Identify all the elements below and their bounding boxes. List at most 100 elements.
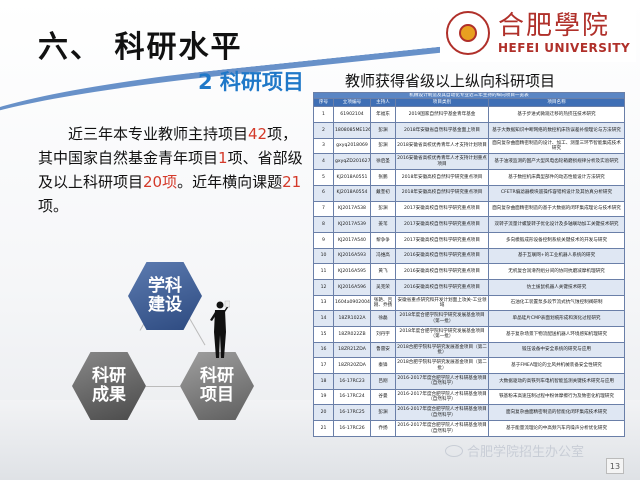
table-cell: 18ZR022ZB — [333, 326, 371, 343]
table-cell: 2016安徽高校自然科学研究重点项目 — [395, 278, 489, 296]
table-cell: 9 — [313, 231, 334, 249]
table-row: 10 KJ2016A593 冯维高 2016安徽高校自然科学研究重点项目 基于互联网+的… — [313, 247, 626, 265]
table-cell: 2017安徽高校自然科学研究重点项目 — [395, 231, 489, 249]
table-cell: 14 — [313, 310, 334, 328]
table-cell: 4 — [313, 153, 334, 171]
seal-icon — [446, 11, 490, 55]
table-cell: 16-17RC23 — [333, 373, 371, 390]
table-cell: KJ2018A0554 — [333, 184, 371, 202]
table-cell: 基于互联网+的工业机器人系统的研究 — [487, 247, 626, 265]
table-cell: KJ2017A539 — [333, 216, 371, 233]
table-cell: 11 — [313, 263, 334, 280]
table-row: 14 18ZR1022A 徐磊 2018年度合肥学院科学研究发展基金项目（第一批） 单晶… — [313, 310, 626, 328]
table-row: 5 KJ2018A0551 张鹏 2018年安徽高校自然科学研究重点项目 基于数控机床典… — [313, 169, 626, 186]
table-cell: gxyqZD2016276 — [333, 153, 371, 171]
table-cell: 2017安徽高校自然科学研究重点项目 — [395, 216, 489, 233]
column-header: 序号 — [313, 98, 334, 108]
table-cell: 18ZR21ZDA — [333, 341, 371, 359]
table-cell: 10 — [313, 247, 334, 265]
table-row: 2 1808085ME126 彭渊 2018年安徽省自然科学基金面上项目 基于大数据知识… — [313, 122, 626, 139]
table-caption: 机械设计制造及其自动化专业近三年主持的纵向项目一览表 — [312, 91, 626, 100]
table-cell: 年福东 — [370, 106, 396, 124]
table-row: 11 KJ2016A595 黄飞 2016安徽高校自然科学研究重点项目 无机复合润滑剂组… — [313, 263, 626, 280]
table-cell: 黎争争 — [370, 231, 396, 249]
table-cell: 2016-2017年度合肥学院人才科研基金项目（自然科学） — [395, 373, 489, 390]
table-cell: 彭渊 — [370, 137, 396, 155]
table-cell: KJ2018A0551 — [333, 169, 371, 186]
table-cell: KJ2016A596 — [333, 278, 371, 296]
table-cell: 2016安徽省高校优秀青年人才支持计划重点项目 — [395, 153, 489, 171]
table-cell: 5 — [313, 169, 334, 186]
table-cell: 彭渊 — [370, 122, 396, 139]
table-cell: 2016-2017年度合肥学院人才科研基金项目（自然科学） — [395, 388, 489, 406]
table-cell: 2018年安徽高校自然科学研究重点项目 — [395, 184, 489, 202]
table-row: 16 18ZR21ZDA 鲁雷安 2018合肥学院科学研究发展基金项目（第二批） 锻压设… — [313, 341, 626, 359]
table-cell: 1604a0902004 — [333, 294, 371, 312]
table-cell: 18ZR20ZDA — [333, 357, 371, 375]
table-row: 15 18ZR022ZB 刘丹宇 2018年度合肥学院科学研究发展基金项目（第一批）基… — [313, 326, 626, 343]
table-cell: 2018合肥学院科学研究发展基金项目（第二批） — [395, 357, 489, 375]
table-row: 12 KJ2016A596 吴克荣 2016安徽高校自然科学研究重点项目 仿土拔鼠机器人… — [313, 278, 626, 296]
table-row: 4 gxyqZD2016276 徐启圣 2016安徽省高校优秀青年人才支持计划重点项目… — [313, 153, 626, 171]
hex-achievements: 科研成果 — [72, 352, 146, 420]
table-cell: 基于数控机床典型部件的动态性能设计方法研究 — [487, 169, 626, 186]
table-cell: 刘丹宇 — [370, 326, 396, 343]
table-cell: 6 — [313, 184, 334, 202]
table-cell: 2018年度合肥学院科学研究发展基金项目（第一批） — [395, 310, 489, 328]
hex-projects: 科研项目 — [180, 352, 254, 420]
table-cell: 徐启圣 — [370, 153, 396, 171]
hex-discipline: 学科建设 — [128, 262, 202, 330]
table-cell: 8 — [313, 216, 334, 233]
logo-en: HEFEI UNIVERSITY — [498, 41, 631, 55]
table-cell: 黄飞 — [370, 263, 396, 280]
section-subtitle: 2 科研项目 — [198, 70, 304, 94]
table-row: 3 gxyq2018069 彭渊 2018安徽省高校优秀青年人才支持计划项目 面向复杂曲… — [313, 137, 626, 155]
table-cell: 乔扬 — [370, 420, 396, 437]
table-cell: 大数据驱动的高铁列车电机智能监测关键技术研究与应用 — [487, 373, 626, 390]
wechat-icon — [445, 444, 463, 457]
table-cell: 17 — [313, 357, 334, 375]
table-cell: 仿土拔鼠机器人关键技术研究 — [487, 278, 626, 296]
table-cell: 徐磊 — [370, 310, 396, 328]
table-cell: 单晶硅片CMP表面划痕形成和演化过程研究 — [487, 310, 626, 328]
intro-paragraph: 近三年本专业教师主持项目42项，其中国家自然基金青年项目1项、省部级及以上科研项… — [38, 125, 303, 215]
watermark: 合肥学院招生办公室 — [445, 441, 584, 460]
table-cell: 16-17RC26 — [333, 420, 371, 437]
table-cell: 16 — [313, 341, 334, 359]
table-cell: 2017安徽高校自然科学研究重点项目 — [395, 200, 489, 218]
table-cell: 2016-2017年度合肥学院人才科研基金项目（自然科学） — [395, 404, 489, 422]
page-number: 13 — [606, 458, 624, 474]
table-cell: 18ZR1022A — [333, 310, 371, 328]
university-logo: 合肥學院 HEFEI UNIVERSITY — [440, 4, 636, 62]
table-cell: 2016安徽高校自然科学研究重点项目 — [395, 263, 489, 280]
table-cell: 吕刚 — [370, 373, 396, 390]
logo-cn: 合肥學院 — [498, 11, 611, 41]
slide-title: 六、 科研水平 — [38, 30, 243, 65]
column-header: 项目名称 — [487, 98, 626, 108]
table-cell: 13 — [313, 294, 334, 312]
businessman-silhouette-icon — [210, 300, 230, 358]
table-cell: 12 — [313, 278, 334, 296]
table-cell: 2018安徽省高校优秀青年人才支持计划项目 — [395, 137, 489, 155]
table-cell: CFETR偏滤器模块遥操作容错构设计及其仿真分析研究 — [487, 184, 626, 202]
table-cell: 秦锋 — [370, 357, 396, 375]
table-cell: 谷曼 — [370, 388, 396, 406]
table-row: 8 KJ2017A539 姜苇 2017安徽高校自然科学研究重点项目 双转子流量计螺旋转… — [313, 216, 626, 233]
table-cell: 双转子流量计螺旋转子优化设计及多轴联动加工关键技术研究 — [487, 216, 626, 233]
table-cell: 2019国家自然科学基金青年基金 — [395, 106, 489, 124]
table-cell: 彭渊 — [370, 404, 396, 422]
table-row: 6 KJ2018A0554 戴奎初 2018年安徽高校自然科学研究重点项目 CFETR偏… — [313, 184, 626, 202]
table-cell: 安徽省重点研究和开发计划面上攻关-工业领域 — [395, 294, 489, 312]
table-cell: 2018年度合肥学院科学研究发展基金项目（第一批） — [395, 326, 489, 343]
table-cell: 面向复杂曲面精密制造的基于大数据的闭环集成理论与技术研究 — [487, 200, 626, 218]
table-cell: 彭渊 — [370, 200, 396, 218]
table-cell: 2018年安徽高校自然科学研究重点项目 — [395, 169, 489, 186]
table-cell: 基于油液监测的国产大型风电齿轮箱磨损规律分析及实验研究 — [487, 153, 626, 171]
connector-line — [146, 386, 180, 387]
table-cell: 16-17RC24 — [333, 388, 371, 406]
table-cell: 张鹏 — [370, 169, 396, 186]
table-row: 1 61902104 年福东 2019国家自然科学基金青年基金 基于步进式微观迁移的热挤… — [313, 106, 626, 124]
table-cell: 冯维高 — [370, 247, 396, 265]
projects-table: 机械设计制造及其自动化专业近三年主持的纵向项目一览表 序号 立项编号 主持人 项目类别… — [312, 91, 626, 437]
table-cell: 基于步进式微观迁移的热挤压技术研究 — [487, 106, 626, 124]
